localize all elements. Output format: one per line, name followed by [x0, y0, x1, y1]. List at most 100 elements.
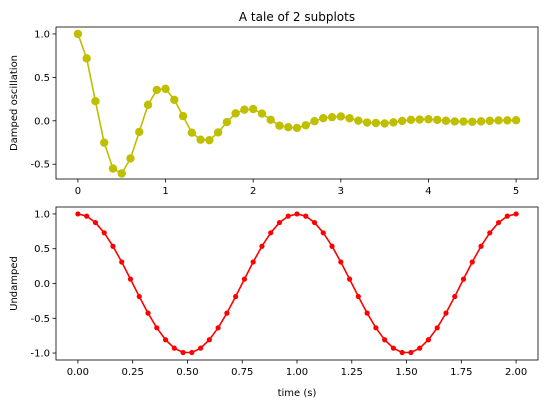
- data-point: [170, 95, 179, 105]
- x-tick-label: 2.00: [505, 367, 527, 378]
- data-point: [284, 123, 293, 132]
- data-point: [196, 135, 205, 144]
- data-point: [443, 310, 449, 316]
- data-point: [198, 345, 204, 351]
- x-tick-label: 1: [162, 186, 168, 197]
- data-point: [441, 116, 451, 125]
- x-tick-label: 0.50: [176, 367, 198, 378]
- x-axis-label: time (s): [278, 388, 317, 399]
- data-point: [257, 109, 267, 118]
- x-tick-label: 3: [338, 186, 344, 197]
- y-tick-label: 0.5: [34, 244, 50, 255]
- data-point: [224, 310, 230, 316]
- data-point: [460, 276, 467, 282]
- data-point: [397, 116, 407, 126]
- data-point: [390, 345, 396, 351]
- data-point: [354, 116, 363, 125]
- data-point: [117, 169, 126, 178]
- data-point: [84, 213, 90, 219]
- x-tick-label: 4: [425, 186, 431, 197]
- data-point: [143, 100, 153, 110]
- data-point: [154, 325, 160, 331]
- data-point: [380, 119, 389, 128]
- series-line: [77, 33, 517, 175]
- y-tick-label: 0.0: [34, 116, 50, 127]
- data-point: [92, 219, 99, 226]
- data-point: [241, 276, 248, 282]
- series-line: [77, 213, 517, 354]
- x-tick-label: 1.25: [341, 367, 363, 378]
- axes-frame: [55, 26, 539, 180]
- data-point: [424, 115, 433, 124]
- data-point: [110, 243, 116, 249]
- x-tick-label: 1.50: [395, 367, 417, 378]
- data-point: [373, 325, 379, 331]
- axes-frame: [55, 206, 539, 361]
- data-point: [382, 337, 388, 343]
- x-tick-label: 2: [250, 186, 256, 197]
- data-point: [82, 54, 91, 63]
- y-tick-label: 1.0: [34, 209, 50, 220]
- x-tick-label: 0.00: [67, 367, 89, 378]
- data-point: [327, 112, 337, 122]
- data-point: [136, 293, 142, 300]
- data-point: [311, 219, 318, 226]
- data-point: [189, 349, 195, 356]
- data-point: [250, 259, 256, 265]
- y-axis-label: Damped oscillation: [9, 55, 20, 151]
- data-point: [266, 115, 275, 125]
- x-tick-label: 0: [75, 186, 81, 197]
- data-point: [485, 116, 494, 126]
- x-tick-label: 1.00: [286, 367, 308, 378]
- data-point: [513, 211, 519, 217]
- data-point: [73, 29, 83, 39]
- data-point: [417, 345, 423, 351]
- data-point: [119, 259, 125, 265]
- data-point: [126, 154, 135, 163]
- data-point: [161, 84, 170, 94]
- data-point: [152, 85, 161, 95]
- data-point: [320, 230, 326, 236]
- data-point: [285, 213, 291, 219]
- data-point: [468, 117, 477, 126]
- data-point: [292, 123, 302, 133]
- data-point: [135, 127, 144, 137]
- y-axis-label: Undamped: [9, 256, 20, 311]
- y-tick-label: 0.5: [34, 73, 50, 84]
- data-point: [248, 104, 258, 114]
- data-point: [487, 230, 493, 236]
- data-point: [222, 117, 232, 127]
- data-point: [127, 276, 134, 282]
- data-point: [187, 128, 197, 137]
- y-tick-label: -0.5: [30, 160, 50, 171]
- data-point: [478, 243, 484, 249]
- data-point: [215, 325, 221, 331]
- data-point: [108, 164, 118, 173]
- data-point: [75, 211, 81, 217]
- data-point: [338, 259, 344, 265]
- data-point: [319, 113, 328, 123]
- y-tick-label: 0.0: [34, 279, 50, 290]
- data-point: [371, 118, 381, 128]
- figure-title: A tale of 2 subplots: [239, 10, 355, 24]
- data-point: [450, 117, 459, 126]
- x-tick-label: 1.75: [450, 367, 472, 378]
- data-point: [433, 115, 442, 125]
- data-point: [364, 310, 370, 316]
- data-point: [171, 345, 177, 351]
- data-point: [276, 219, 283, 226]
- data-point: [100, 138, 109, 147]
- data-point: [399, 349, 405, 356]
- x-tick-label: 5: [513, 186, 519, 197]
- data-point: [355, 293, 361, 300]
- data-point: [91, 97, 100, 106]
- data-point: [425, 337, 432, 343]
- subplot-damped: 0 1 2 3 4 5 -0.5 0.0 0.5 1.0 Damped oscillation: [9, 26, 539, 197]
- data-point: [476, 117, 486, 126]
- data-point: [205, 135, 214, 145]
- data-point: [408, 349, 414, 356]
- data-point: [434, 325, 440, 331]
- data-point: [389, 118, 398, 127]
- data-point: [362, 118, 372, 127]
